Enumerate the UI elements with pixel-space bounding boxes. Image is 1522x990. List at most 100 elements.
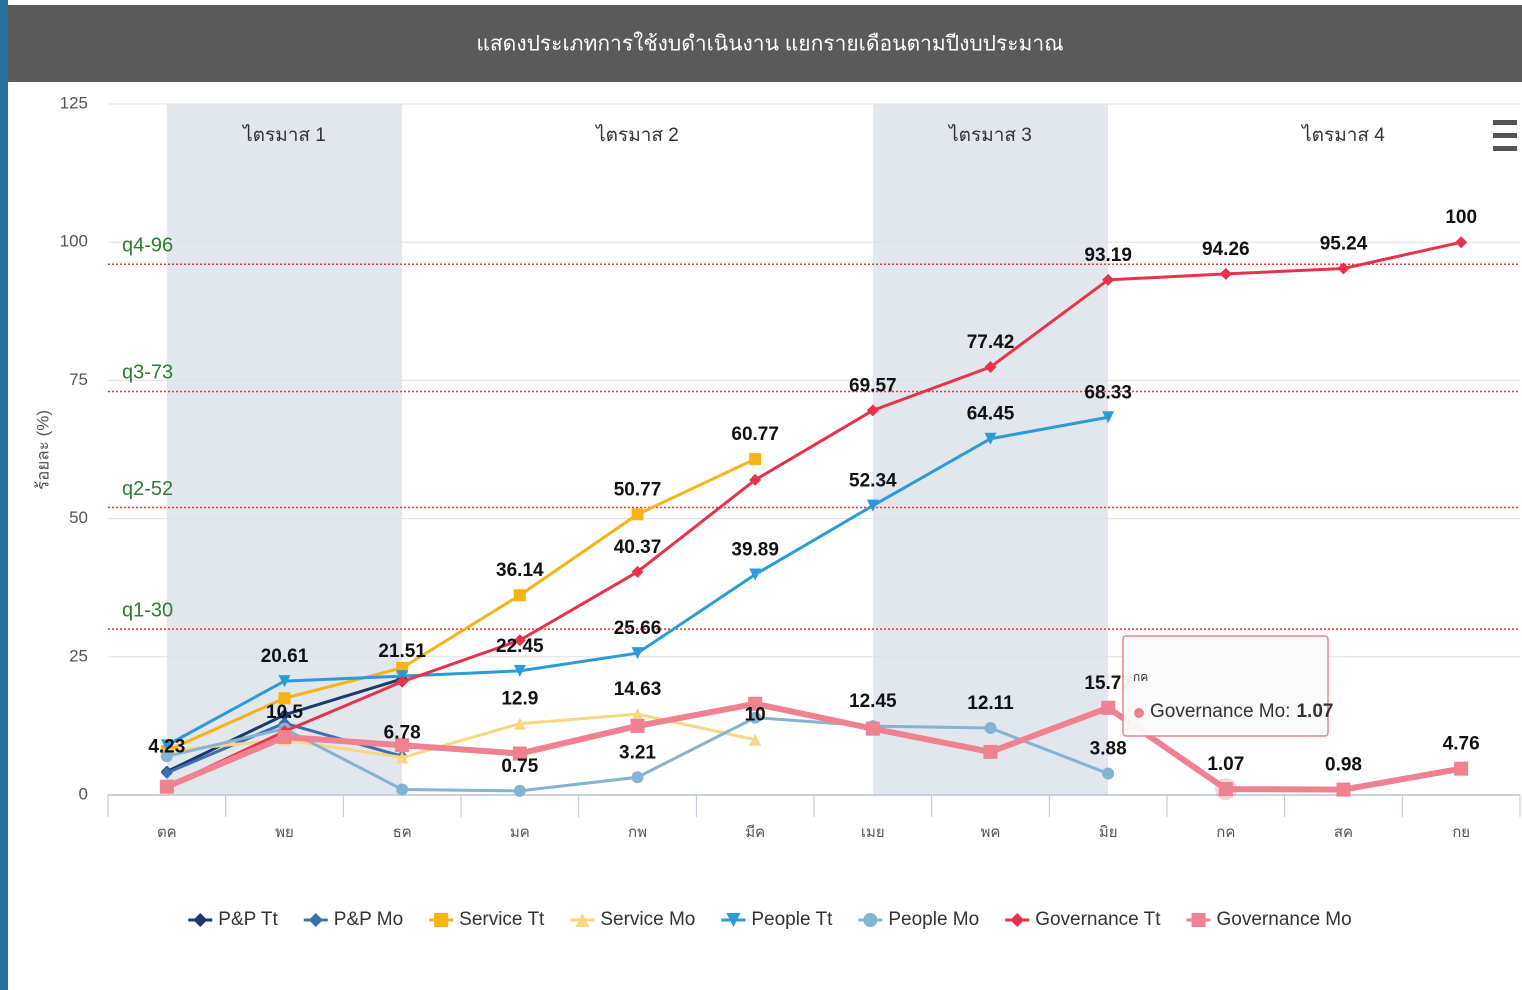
plot-line-label: q1-30 [122, 599, 173, 621]
marker [1336, 782, 1351, 797]
marker [396, 783, 409, 796]
legend-item[interactable]: Governance Mo [1186, 909, 1352, 930]
x-tick-label: ธค [393, 824, 412, 841]
window-edge [0, 0, 8, 990]
data-label: 12.11 [967, 693, 1014, 714]
x-tick-label: มีค [745, 824, 765, 841]
plot-band [872, 104, 1109, 795]
marker [512, 746, 527, 761]
legend-item[interactable]: Service Tt [429, 909, 545, 930]
marker [726, 913, 741, 927]
y-tick-label: 125 [60, 93, 88, 112]
marker [983, 744, 998, 759]
hover-halo [1214, 778, 1237, 801]
data-label: 100 [1445, 207, 1477, 228]
marker [395, 738, 410, 753]
marker [278, 708, 291, 721]
marker [160, 766, 173, 779]
data-label: 52.34 [849, 471, 897, 492]
data-label: 36.14 [496, 560, 544, 581]
data-label: 4.23 [148, 737, 185, 758]
data-label: 10.5 [266, 702, 303, 723]
marker [749, 473, 762, 486]
data-label: 60.77 [731, 424, 779, 445]
plot-band [166, 104, 403, 795]
y-tick-label: 100 [60, 232, 88, 251]
marker [631, 647, 644, 660]
data-label: 40.37 [614, 537, 662, 558]
series [159, 236, 1469, 797]
data-label: 20.61 [261, 646, 309, 667]
marker [1010, 913, 1025, 927]
legend-label: Service Tt [459, 909, 545, 930]
marker [308, 913, 323, 927]
data-label: 93.19 [1084, 245, 1132, 266]
menu-bar [1493, 120, 1517, 125]
legend-label: People Mo [888, 909, 979, 930]
marker [434, 913, 449, 927]
series-line [165, 700, 1462, 793]
data-label: 50.77 [614, 479, 662, 500]
marker [277, 729, 292, 744]
data-label: 1.07 [1207, 754, 1244, 775]
x-tick-label: มิย [1099, 824, 1118, 841]
marker [631, 565, 644, 578]
marker [1102, 767, 1115, 780]
y-tick-label: 50 [69, 508, 88, 527]
marker [984, 361, 997, 374]
tooltip-value: 1.07 [1296, 701, 1333, 722]
y-tick-label: 25 [69, 646, 88, 665]
plot-line-label: q4-96 [122, 235, 173, 257]
data-label: 15.77 [1084, 673, 1132, 694]
legend-item[interactable]: Service Mo [570, 909, 695, 930]
plot-band-label: ไตรมาส 3 [947, 124, 1032, 146]
legend-label: Governance Tt [1035, 909, 1161, 930]
marker [1455, 236, 1468, 249]
marker [278, 692, 291, 705]
legend-item[interactable]: People Tt [721, 909, 833, 930]
legend-item[interactable]: P&P Mo [303, 909, 403, 930]
x-tick-label: พค [981, 824, 1001, 841]
data-label: 68.33 [1084, 382, 1132, 403]
tooltip-title: กค [1133, 670, 1148, 684]
marker [984, 432, 997, 445]
marker [631, 708, 644, 721]
marker [278, 675, 291, 688]
marker [513, 589, 526, 602]
marker [749, 711, 762, 724]
plot-line-label: q3-73 [122, 362, 173, 384]
data-label: 6.78 [384, 723, 421, 744]
marker [396, 751, 409, 764]
data-label: 3.88 [1090, 739, 1127, 760]
data-label: 25.66 [614, 618, 662, 639]
legend-item[interactable]: Governance Tt [1005, 909, 1161, 930]
marker [513, 717, 526, 730]
marker [863, 913, 878, 927]
legend-label: P&P Mo [334, 909, 403, 930]
marker [513, 634, 526, 647]
y-axis-title: ร้อยละ (%) [33, 410, 52, 490]
legend-item[interactable]: People Mo [858, 909, 979, 930]
x-tick-label: กค [1216, 824, 1235, 841]
marker [1454, 761, 1469, 776]
tooltip-label: Governance Mo: [1150, 701, 1290, 722]
legend-label: People Tt [751, 909, 833, 930]
marker [160, 750, 173, 763]
data-label: 69.57 [849, 375, 897, 396]
tooltip: กค Governance Mo: 1.07 [1122, 635, 1333, 801]
x-tick-label: สค [1334, 824, 1353, 841]
x-tick-label: มค [510, 824, 530, 841]
marker [865, 721, 880, 736]
x-tick-label: กย [1452, 824, 1470, 841]
marker [1101, 700, 1116, 715]
data-label: 94.26 [1202, 239, 1250, 260]
menu-button[interactable] [1493, 120, 1517, 151]
tooltip-dot [1134, 708, 1144, 718]
data-label: 21.51 [378, 641, 426, 662]
plot-line-label: q2-52 [122, 478, 173, 500]
marker [1102, 411, 1115, 424]
marker [1218, 782, 1233, 797]
data-label: 12.45 [849, 691, 897, 712]
legend-item[interactable]: P&P Tt [188, 909, 279, 930]
